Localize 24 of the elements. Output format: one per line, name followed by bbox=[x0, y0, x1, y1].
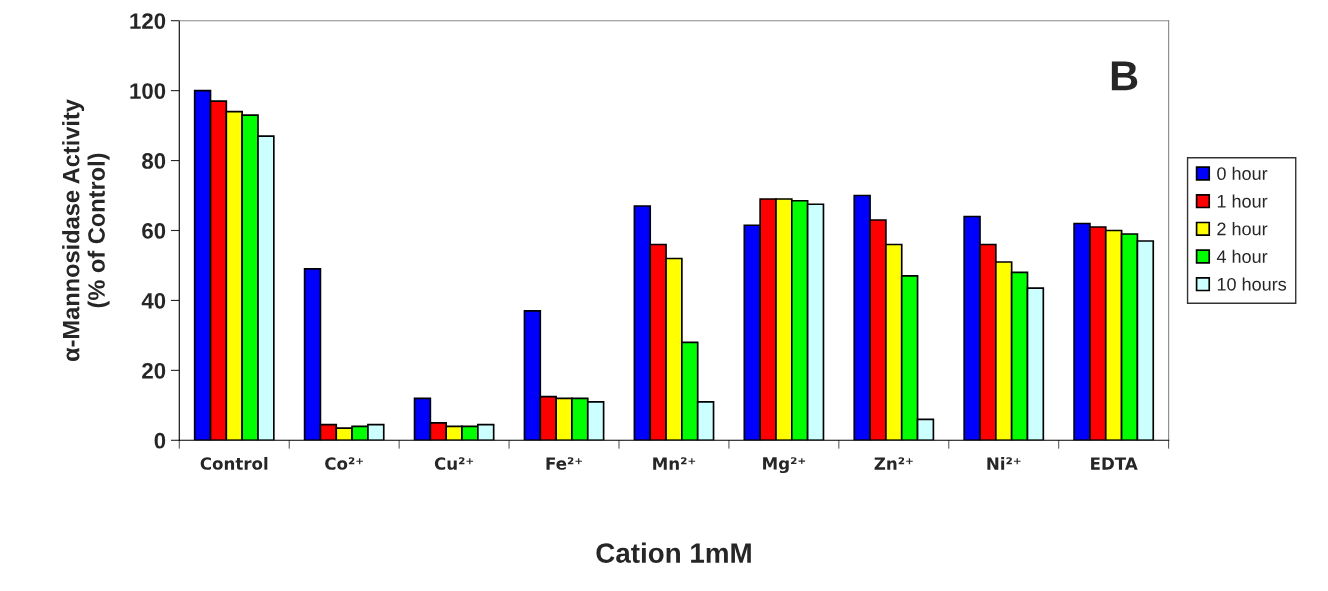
y-tick-label: 60 bbox=[142, 223, 166, 239]
y-tick-label: 80 bbox=[142, 153, 166, 169]
legend-label: 1 hour bbox=[1217, 194, 1268, 208]
x-tick-label: Zn²⁺ bbox=[874, 457, 913, 470]
x-tick-label: Co²⁺ bbox=[325, 457, 363, 470]
x-tick-label: Control bbox=[200, 456, 268, 470]
legend-label: 4 hour bbox=[1216, 249, 1268, 263]
legend-label: 0 hour bbox=[1217, 166, 1268, 181]
y-axis-title: α-Mannosidase Activity (% of Control) bbox=[62, 99, 110, 362]
x-tick-label: Mn²⁺ bbox=[653, 457, 696, 470]
y-tick-label: 20 bbox=[142, 362, 166, 379]
annotation: B bbox=[1111, 61, 1138, 91]
x-tick-label: Ni²⁺ bbox=[987, 456, 1021, 470]
y-tick-label: 100 bbox=[130, 83, 166, 99]
y-tick-label: 120 bbox=[130, 13, 166, 29]
y-tick-label: 0 bbox=[154, 432, 166, 449]
x-tick-label: EDTA bbox=[1091, 457, 1138, 470]
x-tick-label: Cu²⁺ bbox=[434, 457, 474, 470]
legend-label: 10 hours bbox=[1217, 277, 1287, 291]
x-tick-label: Fe²⁺ bbox=[546, 457, 582, 470]
x-tick-label: Mg²⁺ bbox=[763, 457, 806, 474]
legend-label: 2 hour bbox=[1217, 222, 1268, 236]
x-axis-title: Cation 1mM bbox=[596, 542, 751, 563]
y-tick-label: 40 bbox=[141, 292, 166, 309]
